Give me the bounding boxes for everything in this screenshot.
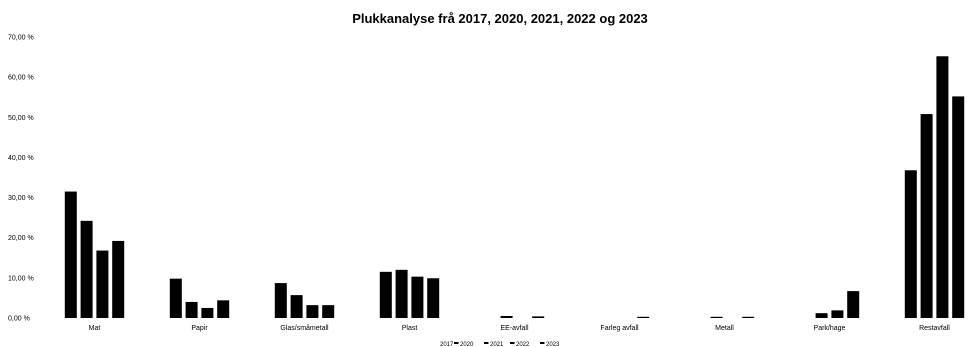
- bar-2021-7: [831, 310, 844, 318]
- bar-2020-1: [185, 301, 198, 318]
- x-tick-label: Mat: [89, 325, 101, 332]
- bar-2021-2: [306, 305, 319, 318]
- bar-2021-3: [411, 276, 424, 318]
- legend-label-2017: 2017: [440, 342, 454, 347]
- y-tick-label: 40,00 %: [8, 155, 34, 162]
- bar-2021-0: [96, 250, 109, 318]
- y-axis: 0,00 % 10,00 % 20,00 % 30,00 % 40,00 % 50,00 …: [8, 35, 34, 323]
- bar-2022-7: [847, 291, 860, 318]
- bar-2021-8: [936, 56, 949, 319]
- x-tick-label: Papir: [191, 325, 208, 332]
- legend-swatch: [510, 342, 515, 344]
- x-tick-label: Metall: [715, 325, 734, 332]
- bar-2022-6: [742, 316, 755, 318]
- bar-2020-0: [80, 220, 93, 318]
- bar-2021-1: [201, 307, 214, 318]
- x-tick-label: EE-avfall: [500, 325, 528, 332]
- bar-2020-2: [290, 295, 303, 318]
- x-tick-label: Plast: [402, 325, 418, 332]
- bar-2022-1: [217, 300, 230, 318]
- bar-2017-0: [64, 191, 77, 318]
- bar-2022-3: [427, 278, 440, 318]
- x-tick-label: Restavfall: [919, 325, 950, 332]
- bar-2017-3: [379, 271, 392, 318]
- x-tick-label: Glas/småmetall: [280, 324, 329, 332]
- x-tick-label: Farleg avfall: [600, 325, 639, 332]
- bar-2020-4: [500, 315, 513, 318]
- x-axis: Mat Papir Glas/småmetall Plast EE-avfall Farl…: [89, 324, 951, 332]
- bar-2022-0: [112, 240, 125, 318]
- bar-2020-8: [920, 114, 933, 318]
- y-tick-label: 20,00 %: [8, 235, 34, 242]
- y-tick-label: 0,00 %: [8, 316, 30, 323]
- y-tick-label: 70,00 %: [8, 35, 34, 42]
- x-tick-label: Park/hage: [814, 325, 846, 332]
- bar-2022-2: [322, 305, 335, 318]
- y-tick-label: 10,00 %: [8, 275, 34, 282]
- bar-2022-5: [637, 316, 650, 318]
- bars: [64, 56, 965, 319]
- y-tick-label: 30,00 %: [8, 195, 34, 202]
- bar-2020-6: [710, 316, 723, 318]
- legend-label-2020: 2020: [460, 342, 474, 347]
- legend: 2017 2020 2021 2022 2023: [440, 342, 560, 347]
- bar-2022-4: [532, 316, 545, 318]
- bar-2020-7: [815, 313, 828, 318]
- legend-swatch: [454, 342, 459, 344]
- legend-label-2021: 2021: [490, 342, 504, 347]
- y-tick-label: 60,00 %: [8, 75, 34, 82]
- bar-2022-8: [952, 96, 965, 318]
- y-tick-label: 50,00 %: [8, 115, 34, 122]
- chart-title: Plukkanalyse frå 2017, 2020, 2021, 2022 …: [352, 11, 648, 26]
- bar-2020-3: [395, 269, 408, 318]
- legend-label-2022: 2022: [516, 342, 530, 347]
- bar-2017-8: [904, 170, 917, 318]
- legend-swatch: [540, 342, 545, 344]
- legend-swatch: [484, 342, 489, 344]
- bar-2017-1: [169, 278, 182, 318]
- bar-2017-2: [274, 283, 287, 318]
- legend-label-2023: 2023: [546, 342, 560, 347]
